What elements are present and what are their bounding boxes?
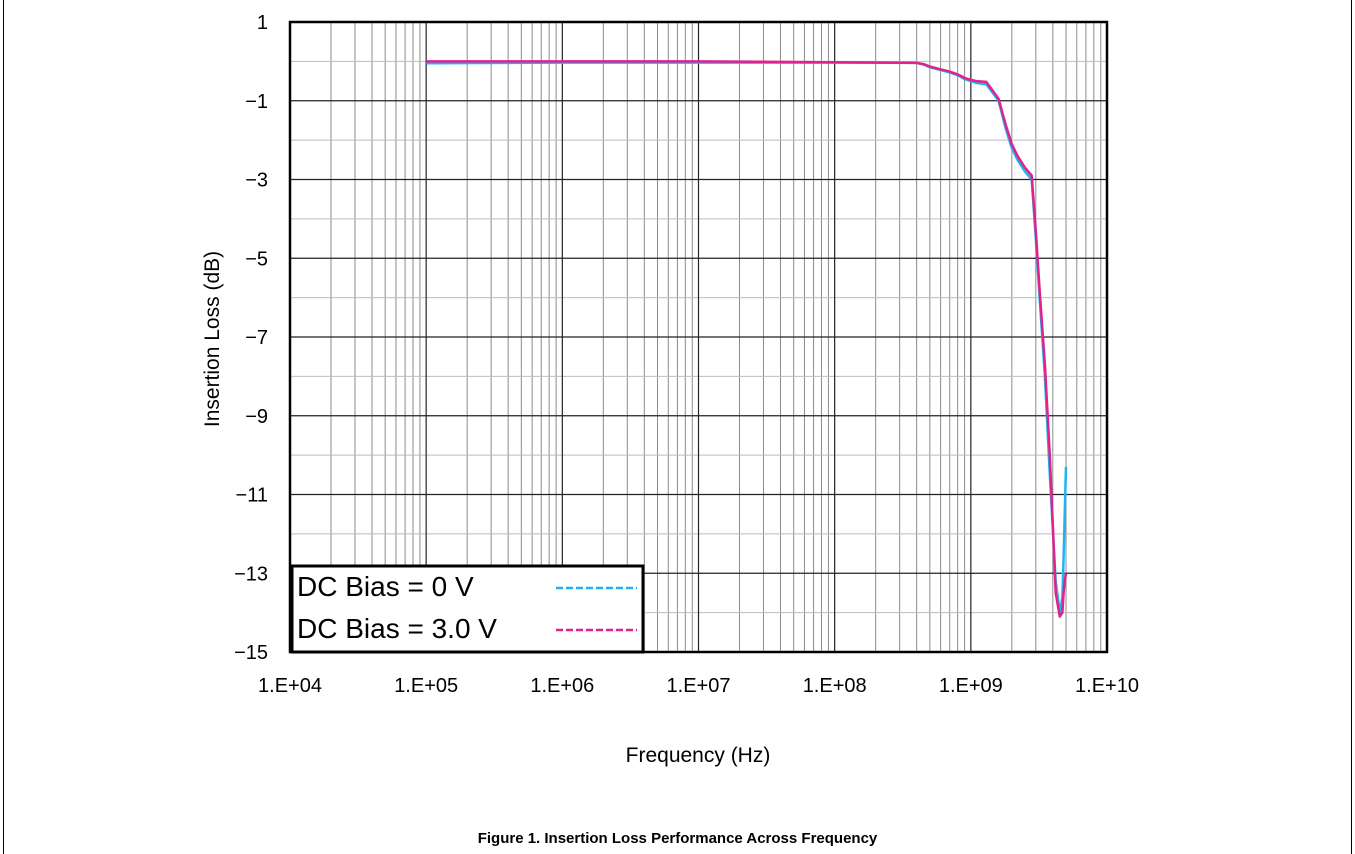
series-line-2 (426, 60, 1068, 618)
y-tick-label: −11 (236, 485, 268, 507)
y-tick-label: −5 (245, 248, 268, 270)
x-tick-label: 1.E+10 (1075, 675, 1139, 697)
plot-frame (288, 20, 1109, 654)
x-tick-label: 1.E+05 (394, 675, 458, 697)
insertion-loss-chart: 1.E+04 1.E+05 1.E+06 1.E+07 1.E+08 1.E+09 1.E+… (201, 12, 1139, 767)
x-tick-label: 1.E+08 (803, 675, 867, 697)
x-axis-title: Frequency (Hz) (626, 744, 771, 767)
y-tick-label: −15 (234, 642, 268, 664)
x-tick-label: 1.E+07 (667, 675, 731, 697)
y-tick-label: −1 (245, 91, 268, 113)
y-tick-label: −3 (245, 170, 268, 192)
legend-label-1: DC Bias = 0 V (297, 571, 474, 602)
page-frame (3, 0, 1352, 854)
plot-border (288, 20, 1109, 654)
x-tick-label: 1.E+04 (258, 675, 322, 697)
y-axis-title: Insertion Loss (dB) (201, 251, 224, 427)
legend-label-2: DC Bias = 3.0 V (297, 613, 497, 644)
x-tick-label: 1.E+06 (530, 675, 594, 697)
y-tick-label: −9 (245, 406, 268, 428)
y-tick-label: −7 (245, 327, 268, 349)
legend-box (290, 564, 645, 654)
y-tick-label: −13 (234, 563, 268, 585)
legend: DC Bias = 0 V DC Bias = 3.0 V (290, 564, 645, 654)
series-layer (426, 60, 1068, 618)
x-tick-label: 1.E+09 (939, 675, 1003, 697)
figure-caption: Figure 1. Insertion Loss Performance Acr… (477, 830, 878, 847)
y-axis-tick-labels: 1 −1 −3 −5 −7 −9 −11 −13 −15 (234, 12, 268, 664)
x-axis-tick-labels: 1.E+04 1.E+05 1.E+06 1.E+07 1.E+08 1.E+09 1.E+… (258, 675, 1139, 697)
y-tick-label: 1 (257, 12, 268, 34)
